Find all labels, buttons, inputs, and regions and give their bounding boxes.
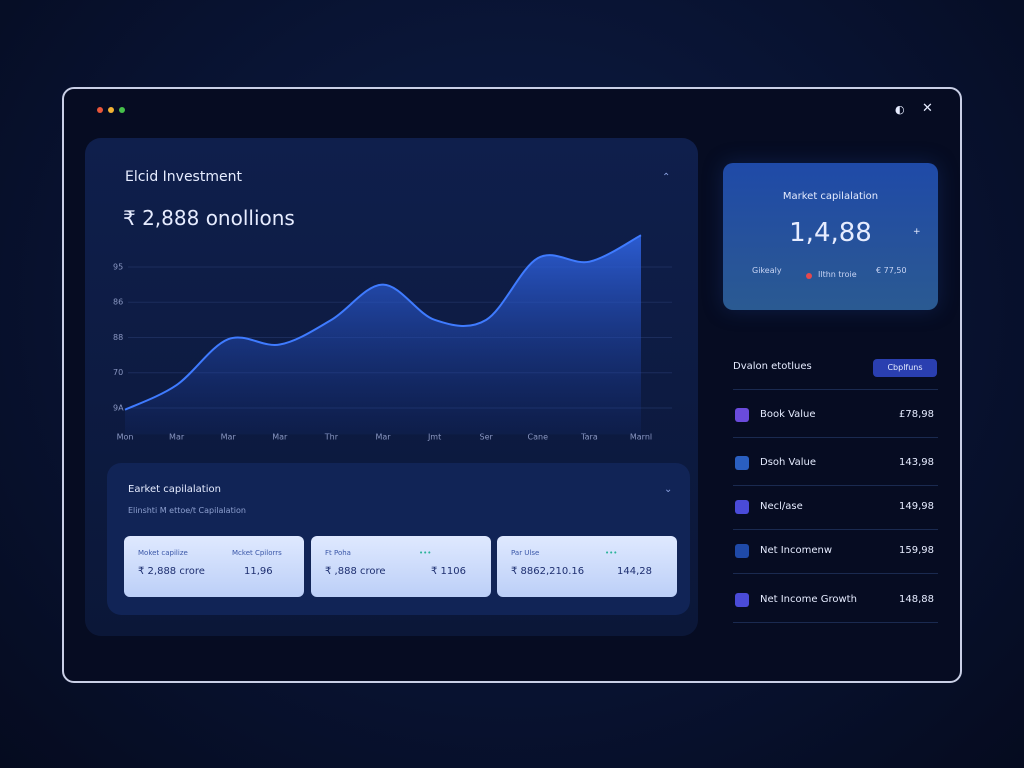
row-value: £78,98: [899, 409, 934, 420]
card-value: ₹ 2,888 crore: [138, 566, 205, 577]
cap-value: 1,4,88: [789, 218, 872, 248]
row-value: 149,98: [899, 501, 934, 512]
x-tick-label: Mar: [272, 433, 288, 442]
y-tick-label: 88: [113, 333, 123, 342]
card-value: ₹ 8862,210.16: [511, 566, 585, 577]
list-row: [733, 529, 938, 574]
card-label: Par Ulse: [511, 549, 540, 557]
x-tick-label: Tara: [580, 433, 598, 442]
row-value: 159,98: [899, 545, 934, 556]
x-tick-label: Cane: [528, 433, 549, 442]
card-value: ₹ ,888 crore: [325, 566, 386, 577]
cap-title: Market capilalation: [782, 191, 879, 202]
card-label: Moket capilize: [138, 549, 188, 557]
metric-card: [124, 536, 304, 597]
red-dot: [806, 273, 812, 279]
row-label: Net Income Growth: [760, 594, 857, 605]
metric-card: [497, 536, 677, 597]
x-tick-label: Mar: [169, 433, 185, 442]
x-tick-label: Mon: [117, 433, 134, 442]
card-value: ₹ 1106: [431, 566, 466, 577]
market-subtitle: Elinshti M ettoe/t Capilalation: [128, 506, 246, 515]
row-label: Book Value: [760, 409, 816, 420]
row-label: Dsoh Value: [760, 457, 817, 468]
divider: [733, 389, 938, 390]
card-label: Mcket Cpilorrs: [232, 549, 282, 557]
list-title: Dvalon etotlues: [733, 361, 812, 372]
close-icon[interactable]: ✕: [922, 101, 933, 116]
row-value: 143,98: [899, 457, 934, 468]
main-amount: ₹ 2,888 onollions: [123, 206, 295, 230]
cap-left: Gikealy: [752, 266, 782, 275]
x-tick-label: Ser: [480, 433, 494, 442]
list-row: [733, 393, 938, 438]
row-icon: [735, 500, 749, 514]
y-tick-label: 70: [113, 368, 123, 377]
x-tick-label: Marnl: [630, 433, 652, 442]
row-label: Net Incomenw: [760, 545, 833, 556]
row-label: Necl/ase: [760, 501, 803, 512]
close-dot[interactable]: [97, 107, 103, 113]
row-icon: [735, 544, 749, 558]
list-row: [733, 578, 938, 623]
row-value: 148,88: [899, 594, 934, 605]
card-label: •••: [419, 549, 432, 557]
row-icon: [735, 456, 749, 470]
x-tick-label: Jmt: [427, 433, 441, 442]
min-dot[interactable]: [108, 107, 114, 113]
max-dot[interactable]: [119, 107, 125, 113]
area-line: [124, 234, 642, 411]
cap-middle: Ilthn troie: [818, 270, 857, 279]
cap-plus: +: [913, 227, 921, 237]
cap-card: [723, 163, 938, 310]
list-button[interactable]: Cbplfuns: [873, 359, 937, 377]
expand-icon[interactable]: ⌄: [664, 484, 673, 495]
x-tick-label: Mar: [375, 433, 391, 442]
row-icon: [735, 593, 749, 607]
list-row: [733, 441, 938, 486]
card-value: 144,28: [617, 566, 652, 577]
y-tick-label: 95: [113, 262, 123, 271]
collapse-icon[interactable]: ⌃: [662, 172, 671, 183]
x-tick-label: Mar: [221, 433, 237, 442]
area-fill: [125, 235, 641, 435]
main-title: Elcid Investment: [125, 169, 242, 185]
list-row: [733, 485, 938, 530]
card-value: 11,96: [244, 566, 273, 577]
card-label: Ft Poha: [325, 549, 351, 557]
card-label: •••: [605, 549, 618, 557]
metric-card: [311, 536, 491, 597]
y-tick-label: 9A: [113, 403, 124, 412]
row-icon: [735, 408, 749, 422]
y-tick-label: 86: [113, 298, 123, 307]
market-title: Earket capilalation: [128, 484, 221, 495]
cap-right: € 77,50: [876, 266, 907, 275]
x-tick-label: Thr: [324, 433, 339, 442]
settings-icon[interactable]: ◐: [895, 103, 905, 116]
